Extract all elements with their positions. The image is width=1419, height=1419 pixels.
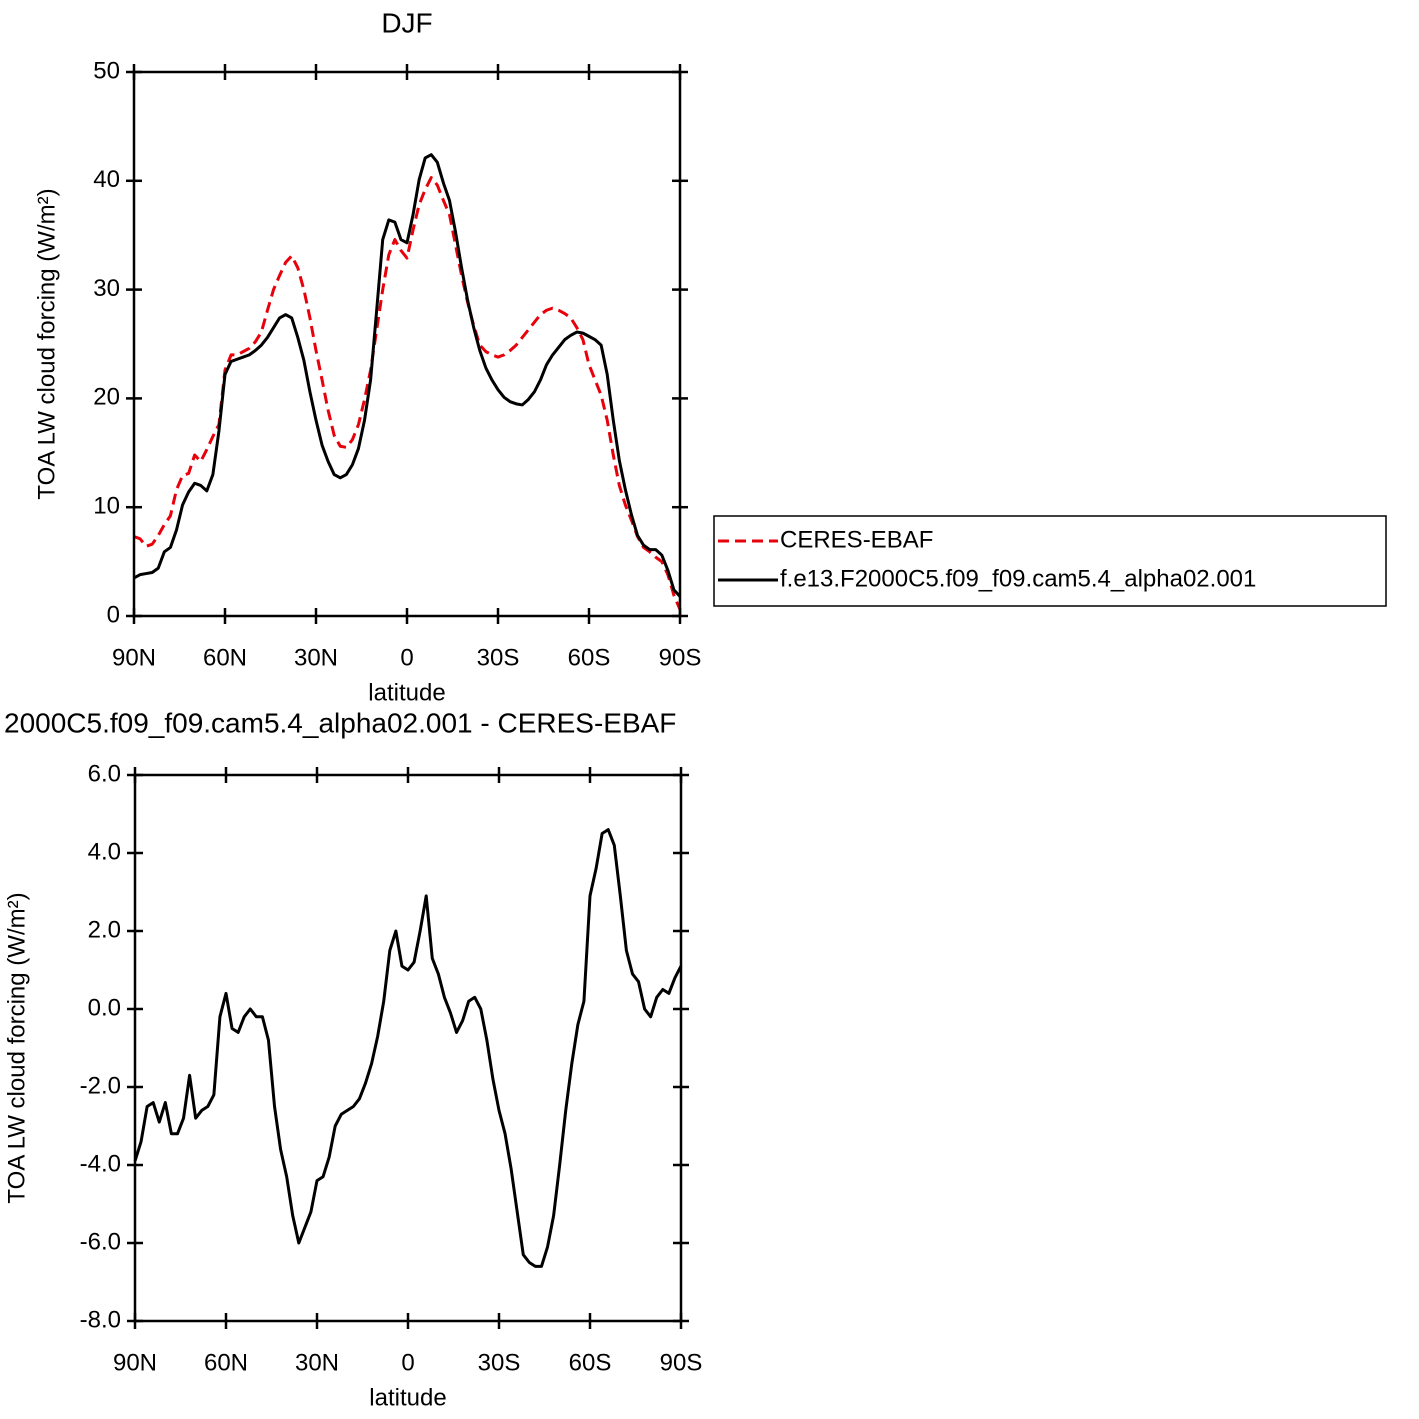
data-line [133, 828, 683, 1268]
y-tick-label: 30 [93, 275, 120, 302]
x-tick-label: 90S [660, 1349, 703, 1376]
x-tick-label: 60S [568, 644, 611, 671]
x-tick-label: 90N [112, 644, 156, 671]
y-tick-label: 10 [93, 493, 120, 520]
x-tick-label: 60N [203, 644, 247, 671]
y-tick-label: 2.0 [88, 916, 121, 943]
x-axis-label: latitude [369, 1384, 446, 1411]
y-tick-label: 40 [93, 166, 120, 193]
x-tick-label: 0 [400, 644, 413, 671]
y-tick-label: 0.0 [88, 994, 121, 1021]
x-tick-label: 30N [294, 644, 338, 671]
x-tick-label: 30S [478, 1349, 521, 1376]
x-tick-label: 60S [569, 1349, 612, 1376]
x-tick-label: 30S [477, 644, 520, 671]
x-axis-label: latitude [368, 679, 445, 706]
x-tick-label: 60N [204, 1349, 248, 1376]
y-tick-label: -4.0 [80, 1150, 121, 1177]
x-tick-label: 0 [401, 1349, 414, 1376]
y-tick-label: 0 [107, 601, 120, 628]
chart-title: 2000C5.f09_f09.cam5.4_alpha02.001 - CERE… [4, 707, 676, 738]
legend-box [713, 515, 1387, 607]
y-tick-label: -8.0 [80, 1306, 121, 1333]
y-tick-label: -6.0 [80, 1228, 121, 1255]
y-tick-label: 20 [93, 384, 120, 411]
chart-title: DJF [381, 7, 432, 38]
x-tick-label: 90S [659, 644, 702, 671]
x-tick-label: 90N [113, 1349, 157, 1376]
data-line [133, 153, 682, 598]
y-tick-label: 50 [93, 57, 120, 84]
y-tick-label: 4.0 [88, 838, 121, 865]
y-axis-label: TOA LW cloud forcing (W/m²) [33, 188, 60, 499]
x-tick-label: 30N [295, 1349, 339, 1376]
data-line [133, 176, 682, 611]
legend-label: f.e13.F2000C5.f09_f09.cam5.4_alpha02.001 [780, 565, 1256, 592]
legend-label: CERES-EBAF [780, 526, 933, 553]
y-tick-label: 6.0 [88, 760, 121, 787]
y-axis-label: TOA LW cloud forcing (W/m²) [3, 892, 30, 1203]
y-tick-label: -2.0 [80, 1072, 121, 1099]
